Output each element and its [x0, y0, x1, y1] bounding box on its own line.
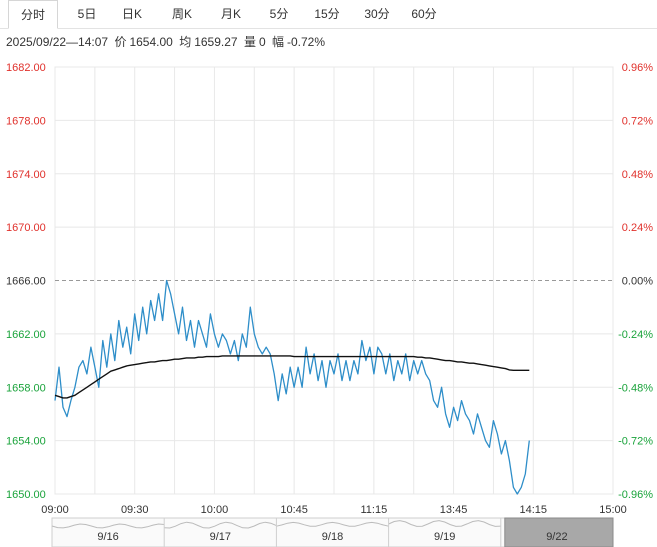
price-tick-label: 1666.00 [6, 276, 46, 288]
time-tick-label: 09:00 [41, 504, 69, 516]
price-tick-label: 1678.00 [6, 115, 46, 127]
period-tabs: 分时 5日 日K 周K 月K 5分 15分 30分 60分 [0, 0, 657, 29]
navigator-date-label: 9/17 [210, 531, 231, 543]
info-change-label: 幅 [271, 35, 284, 49]
navigator-date-label: 9/16 [97, 531, 118, 543]
price-tick-label: 1670.00 [6, 222, 46, 234]
price-axis-labels: 1682.00 1678.00 1674.00 1670.00 1666.00 1662.… [6, 62, 46, 501]
tab-30-min[interactable]: 30分 [364, 7, 390, 21]
info-avg: 1659.27 [194, 35, 238, 49]
percent-axis-labels: 0.96% 0.72% 0.48% 0.24% 0.00% -0.24% -0.48% -0.… [618, 62, 653, 501]
price-tick-label: 1650.00 [6, 489, 46, 501]
navigator-mini-trace [51, 523, 165, 529]
chart-grid [54, 66, 614, 495]
tab-intraday[interactable]: 分时 [8, 0, 58, 29]
percent-tick-label: 0.00% [622, 276, 653, 288]
navigator-mini-trace [276, 521, 389, 527]
navigator-date-label: 9/22 [546, 531, 567, 543]
time-tick-label: 10:00 [201, 504, 229, 516]
price-line [54, 279, 530, 495]
tab-5-day[interactable]: 5日 [77, 7, 97, 21]
tab-15-min[interactable]: 15分 [314, 7, 340, 21]
time-tick-label: 15:00 [599, 504, 627, 516]
percent-tick-label: 0.24% [622, 222, 653, 234]
time-tick-label: 13:45 [440, 504, 468, 516]
time-axis-labels: 09:00 09:30 10:00 10:45 11:15 13:45 14:15 15:00 [41, 504, 627, 516]
percent-tick-label: -0.24% [618, 329, 653, 341]
percent-tick-label: -0.72% [618, 436, 653, 448]
navigator-date-label: 9/19 [434, 531, 455, 543]
tab-5-min[interactable]: 5分 [269, 7, 289, 21]
info-price-label: 价 [114, 35, 127, 49]
info-avg-label: 均 [179, 35, 192, 49]
info-datetime: 2025/09/22—14:07 [6, 35, 109, 49]
info-volume: 0 [258, 35, 266, 49]
percent-tick-label: -0.48% [618, 382, 653, 394]
time-tick-label: 09:30 [121, 504, 149, 516]
price-tick-label: 1662.00 [6, 329, 46, 341]
percent-tick-label: 0.72% [622, 115, 653, 127]
date-navigator[interactable]: 9/16 9/17 9/18 9/19 9/22 [51, 517, 614, 547]
tab-monthly-k[interactable]: 月K [220, 7, 241, 21]
price-tick-label: 1682.00 [6, 62, 46, 74]
percent-tick-label: -0.96% [618, 489, 653, 501]
percent-tick-label: 0.96% [622, 62, 653, 74]
price-tick-label: 1654.00 [6, 436, 46, 448]
average-line [54, 355, 530, 399]
chart-lines [54, 279, 530, 495]
tab-daily-k[interactable]: 日K [121, 7, 142, 21]
time-tick-label: 14:15 [520, 504, 548, 516]
navigator-mini-trace [388, 520, 501, 527]
price-tick-label: 1674.00 [6, 169, 46, 181]
percent-tick-label: 0.48% [622, 169, 653, 181]
tab-weekly-k[interactable]: 周K [171, 7, 192, 21]
time-tick-label: 10:45 [280, 504, 308, 516]
navigator-date-label: 9/18 [322, 531, 343, 543]
tab-60-min[interactable]: 60分 [411, 7, 437, 21]
info-price: 1654.00 [129, 35, 173, 49]
navigator-selection [504, 517, 614, 547]
price-tick-label: 1658.00 [6, 382, 46, 394]
info-change: -0.72% [287, 35, 326, 49]
time-tick-label: 11:15 [360, 504, 387, 516]
info-volume-label: 量 [243, 35, 256, 49]
navigator-mini-trace [164, 521, 277, 529]
